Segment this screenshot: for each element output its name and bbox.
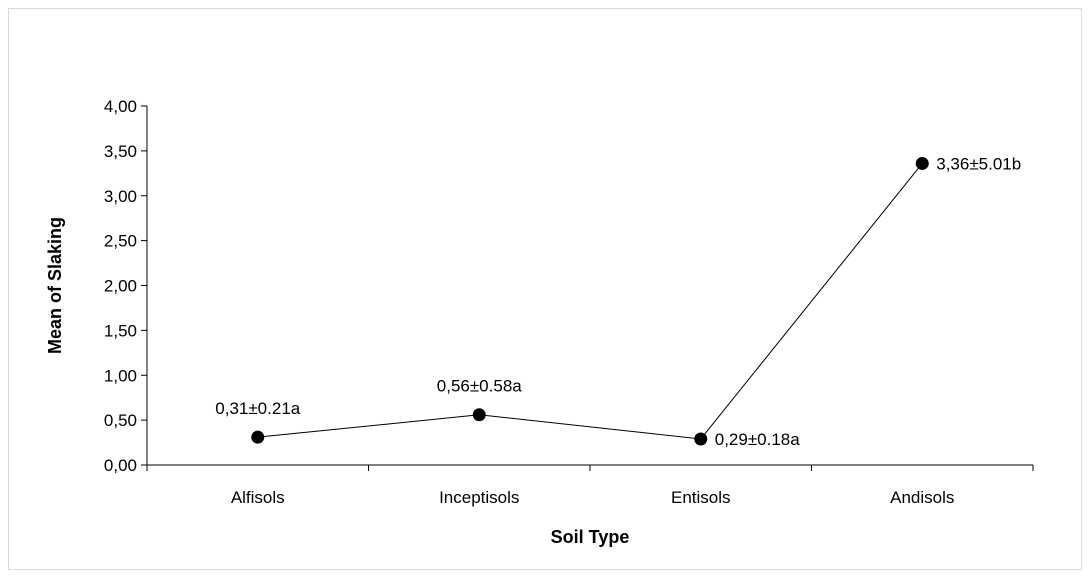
y-tick-label: 2,50: [104, 232, 137, 251]
x-tick-label: Alfisols: [231, 488, 285, 507]
y-tick-label: 4,00: [104, 97, 137, 116]
data-points: [251, 156, 929, 446]
y-tick-label: 3,00: [104, 187, 137, 206]
data-label: 3,36±5.01b: [936, 154, 1021, 173]
x-axis-title: Soil Type: [551, 527, 630, 547]
y-tick-label: 1,50: [104, 321, 137, 340]
data-point: [251, 430, 265, 444]
data-labels: 0,31±0.21a 0,56±0.58a 0,29±0.18a 3,36±5.01b: [215, 154, 1021, 449]
x-tick-label: Inceptisols: [439, 488, 519, 507]
data-point: [694, 432, 708, 446]
data-label: 0,56±0.58a: [437, 377, 523, 396]
y-tick-label: 0,50: [104, 411, 137, 430]
y-tick-label: 0,00: [104, 456, 137, 475]
x-tick-label: Entisols: [671, 488, 731, 507]
y-tick-label: 3,50: [104, 142, 137, 161]
y-ticks: 0,00 0,50 1,00 1,50 2,00 2,50 3,00 3,50 4,00: [104, 97, 147, 475]
data-label: 0,31±0.21a: [215, 399, 301, 418]
y-tick-label: 1,00: [104, 366, 137, 385]
data-label: 0,29±0.18a: [715, 430, 801, 449]
chart-frame: 0,00 0,50 1,00 1,50 2,00 2,50 3,00 3,50 4,00 Alf…: [8, 8, 1082, 570]
data-point: [915, 156, 929, 170]
series-line: [257, 163, 923, 440]
data-point: [472, 408, 486, 422]
x-ticks: Alfisols Inceptisols Entisols Andisols: [146, 465, 1034, 507]
x-tick-label: Andisols: [890, 488, 954, 507]
y-axis-title: Mean of Slaking: [45, 217, 65, 354]
y-tick-label: 2,00: [104, 277, 137, 296]
line-chart: 0,00 0,50 1,00 1,50 2,00 2,50 3,00 3,50 4,00 Alf…: [45, 97, 1034, 547]
